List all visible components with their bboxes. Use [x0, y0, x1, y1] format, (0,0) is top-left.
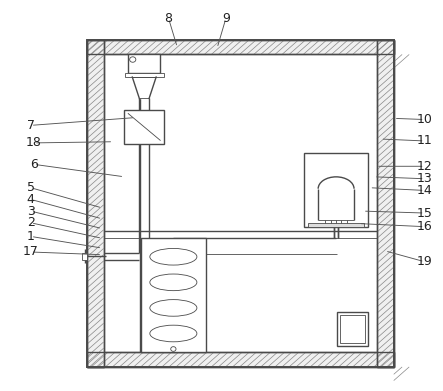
Bar	[337, 312, 368, 346]
Text: 19: 19	[417, 255, 432, 268]
Bar	[377, 39, 394, 367]
Bar	[308, 223, 364, 227]
Text: 15: 15	[417, 206, 432, 219]
Bar	[128, 54, 160, 73]
Text: 13: 13	[417, 172, 432, 185]
Text: 11: 11	[417, 135, 432, 147]
Bar	[304, 153, 368, 227]
Bar	[124, 110, 164, 144]
Text: 8: 8	[164, 12, 172, 25]
Bar	[340, 315, 365, 343]
Text: 3: 3	[27, 204, 35, 217]
Text: 17: 17	[23, 246, 39, 258]
Bar	[87, 39, 394, 54]
Text: 14: 14	[417, 184, 432, 197]
Text: 2: 2	[27, 216, 35, 229]
Bar	[87, 39, 104, 367]
Bar	[87, 39, 394, 54]
Text: 16: 16	[417, 220, 432, 233]
Bar	[87, 39, 104, 367]
Text: 4: 4	[27, 193, 35, 206]
Bar	[87, 39, 394, 367]
Bar	[82, 253, 87, 260]
Bar	[87, 352, 394, 367]
Text: 1: 1	[27, 230, 35, 243]
Text: 5: 5	[27, 181, 35, 194]
Text: 7: 7	[27, 119, 35, 132]
Polygon shape	[132, 77, 156, 99]
Text: 10: 10	[417, 113, 432, 126]
Bar	[125, 73, 163, 77]
Text: 18: 18	[26, 136, 42, 149]
Text: 6: 6	[30, 158, 38, 171]
Text: 9: 9	[222, 12, 230, 25]
Bar	[377, 39, 394, 367]
Bar	[141, 238, 206, 352]
Bar	[87, 352, 394, 367]
Text: 12: 12	[417, 160, 432, 173]
